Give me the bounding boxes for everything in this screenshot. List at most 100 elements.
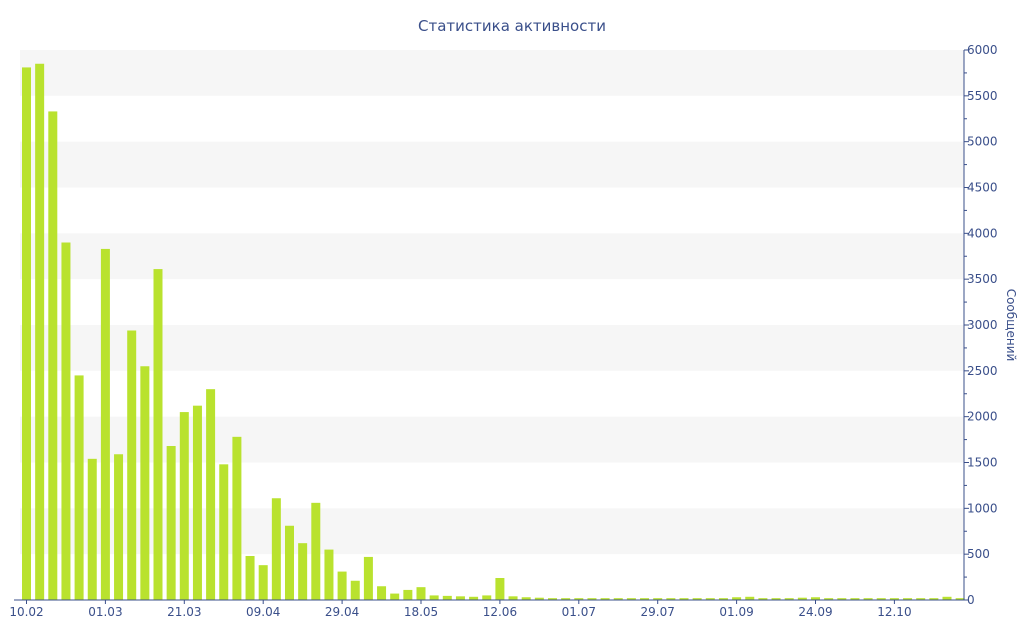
bar: [863, 598, 873, 600]
bar: [758, 598, 768, 600]
bar: [350, 580, 360, 600]
y-tick-label: 6000: [967, 43, 998, 57]
bar: [521, 597, 531, 600]
bar: [166, 446, 176, 600]
bar: [455, 596, 465, 600]
y-tick-label: 3500: [967, 272, 998, 286]
bar: [100, 248, 110, 601]
y-axis-ticks: 0 500 1000 1500 2000 2500 3000 3500 4000 4500 5000…: [964, 43, 998, 607]
bar: [495, 578, 505, 600]
y-tick-label: 5000: [967, 135, 998, 149]
y-tick-label: 3000: [967, 318, 998, 332]
bar: [363, 556, 373, 600]
bar: [942, 596, 952, 600]
grid-band: [20, 325, 964, 371]
bar: [48, 111, 58, 601]
bar: [824, 598, 834, 600]
bar: [574, 598, 584, 600]
bar: [219, 464, 229, 600]
bar: [337, 571, 347, 600]
x-tick-label: 12.10: [877, 605, 911, 619]
bar: [153, 269, 163, 600]
bar: [403, 589, 413, 600]
bar: [35, 63, 45, 600]
grid-band: [20, 141, 964, 188]
bar: [600, 598, 610, 600]
bar: [206, 389, 216, 600]
x-tick-label: 12.06: [483, 605, 517, 619]
bar: [903, 598, 913, 600]
y-tick-label: 1000: [967, 501, 998, 515]
bar: [311, 502, 321, 600]
y-tick-label: 4500: [967, 181, 998, 195]
bar: [87, 458, 97, 600]
bar: [850, 598, 860, 600]
bar: [916, 598, 926, 600]
bar: [442, 595, 452, 601]
bar: [771, 598, 781, 600]
x-tick-label: 29.07: [641, 605, 675, 619]
y-tick-label: 2500: [967, 364, 998, 378]
bar: [692, 598, 702, 600]
bar: [797, 597, 807, 600]
bar: [271, 498, 281, 600]
bar: [22, 67, 31, 601]
bar: [390, 593, 400, 600]
bar: [745, 596, 755, 600]
grid-band: [20, 233, 964, 280]
bar: [324, 549, 334, 600]
grid-bands: [20, 50, 964, 555]
bar: [876, 598, 886, 600]
y-tick-label: 5500: [967, 89, 998, 103]
bar: [837, 598, 847, 600]
x-tick-label: 01.07: [562, 605, 596, 619]
bar: [140, 366, 150, 600]
bar: [718, 598, 728, 600]
bar: [679, 598, 689, 600]
bar: [245, 556, 255, 600]
bar: [732, 597, 742, 600]
bar: [548, 598, 557, 600]
x-axis-ticks: 10.02 01.03 21.03 09.04 29.04 18.05 12.06 01.07…: [9, 600, 912, 619]
y-tick-label: 2000: [967, 410, 998, 424]
bar: [561, 598, 571, 600]
x-tick-label: 09.04: [246, 605, 280, 619]
bar: [61, 242, 71, 600]
bar: [377, 586, 387, 600]
bar: [298, 543, 308, 600]
y-tick-label: 500: [967, 547, 990, 561]
y-axis-title: Сообщений: [1004, 289, 1018, 362]
bar: [508, 596, 518, 600]
bar: [429, 595, 439, 600]
bar: [613, 598, 623, 600]
chart-title: Статистика активности: [418, 17, 606, 35]
bar: [587, 598, 597, 600]
bar: [74, 375, 84, 600]
bar: [482, 595, 492, 600]
bar: [640, 598, 650, 600]
bar: [469, 596, 479, 600]
x-tick-label: 21.03: [167, 605, 201, 619]
bar: [416, 587, 426, 600]
x-tick-label: 29.04: [325, 605, 359, 619]
bar: [285, 525, 294, 600]
bar: [232, 436, 242, 600]
bar: [534, 597, 544, 600]
y-tick-label: 0: [967, 593, 975, 607]
bar: [784, 598, 794, 600]
bar-series: [22, 63, 965, 601]
x-tick-label: 01.03: [88, 605, 122, 619]
grid-band: [20, 508, 964, 555]
bar: [653, 598, 663, 600]
bar: [889, 598, 899, 600]
grid-band: [20, 416, 964, 463]
y-tick-label: 1500: [967, 456, 998, 470]
bar: [955, 598, 965, 600]
bar: [258, 565, 268, 600]
bar: [114, 454, 124, 600]
y-tick-label: 4000: [967, 226, 998, 240]
bar: [179, 412, 189, 600]
grid-band: [20, 50, 964, 96]
bar: [666, 598, 676, 600]
